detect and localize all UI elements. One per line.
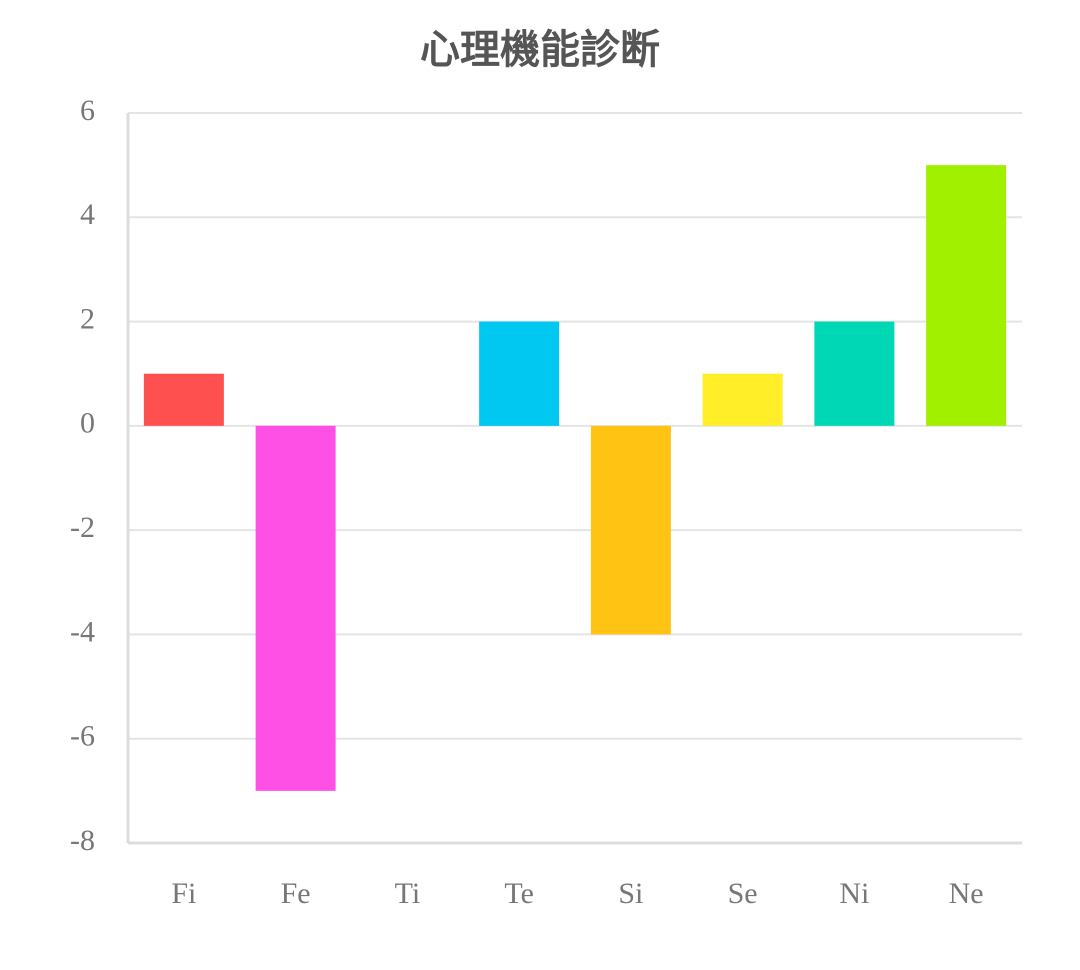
- bar: [590, 425, 671, 635]
- bar: [479, 321, 560, 426]
- y-tick-label: 0: [80, 407, 95, 440]
- x-tick-label: Fi: [171, 877, 196, 910]
- x-tick-label: Ne: [949, 877, 984, 910]
- bar: [143, 373, 224, 426]
- x-tick-label: Fe: [281, 877, 311, 910]
- y-tick-label: 6: [80, 94, 95, 127]
- y-tick-label: 2: [80, 302, 95, 335]
- y-tick-label: -4: [70, 615, 95, 648]
- x-tick-label: Si: [618, 877, 643, 910]
- bar: [814, 321, 895, 426]
- y-tick-label: -6: [70, 720, 95, 753]
- x-tick-label: Se: [728, 877, 758, 910]
- chart-title: 心理機能診断: [420, 27, 660, 73]
- y-tick-label: -8: [70, 824, 95, 857]
- x-tick-label: Te: [504, 877, 534, 910]
- bar: [926, 165, 1007, 426]
- bar: [702, 373, 783, 426]
- y-tick-label: 4: [80, 198, 95, 231]
- x-tick-label: Ni: [839, 877, 869, 910]
- bar: [255, 425, 336, 791]
- y-tick-label: -2: [70, 511, 95, 544]
- x-tick-label: Ti: [395, 877, 421, 910]
